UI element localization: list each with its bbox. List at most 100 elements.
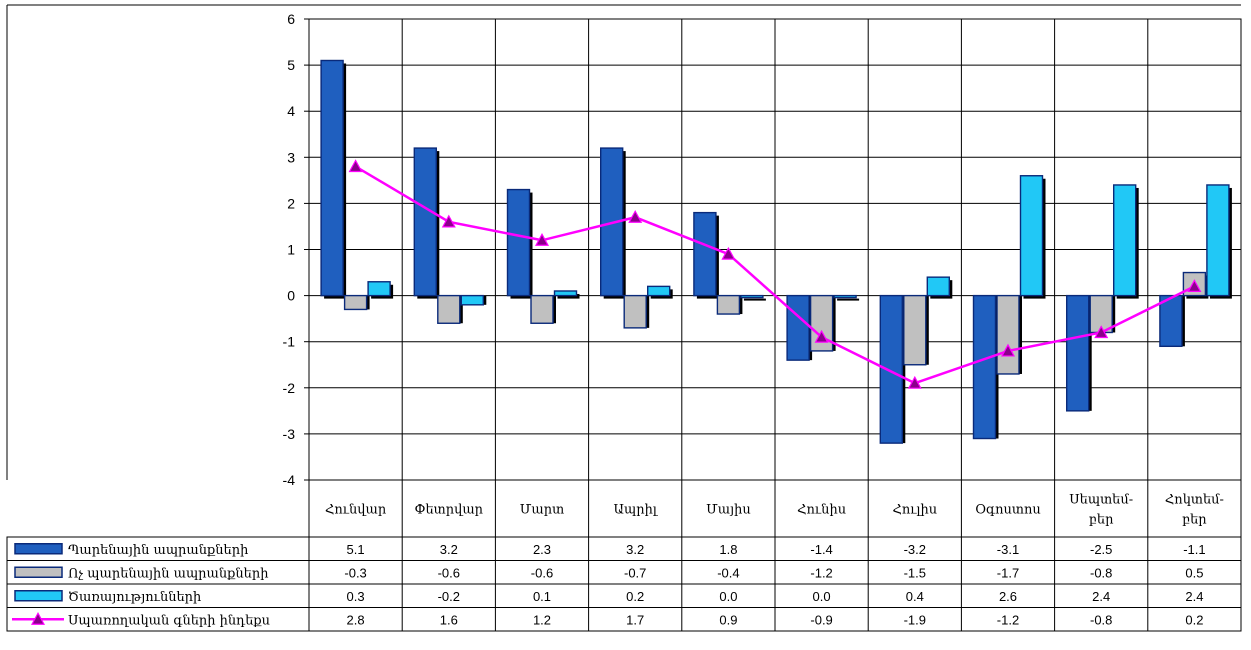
bar-3 — [647, 285, 671, 297]
series-name: Ծառայությունների — [68, 590, 201, 605]
table-cell: 0.0 — [719, 589, 737, 604]
legend-key-3 — [14, 590, 63, 602]
table-cell: 0.9 — [719, 612, 737, 627]
table-cell: 0.2 — [626, 589, 644, 604]
bar-1 — [786, 294, 810, 361]
bar-1 — [879, 294, 903, 444]
table-cell: 2.4 — [1185, 589, 1203, 604]
table-cell: -1.4 — [810, 542, 832, 557]
table-cell: -0.4 — [717, 565, 739, 580]
bar-1 — [693, 211, 717, 297]
category-label: բեր — [1182, 513, 1207, 528]
table-cell: -1.7 — [997, 565, 1019, 580]
table-cell: -1.2 — [810, 565, 832, 580]
bar-shadow — [743, 298, 766, 301]
table-cell: -0.7 — [624, 565, 646, 580]
table-cell: 3.2 — [440, 542, 458, 557]
table-cell: 0.4 — [906, 589, 924, 604]
table-cell: 2.6 — [999, 589, 1017, 604]
table-cell: 1.6 — [440, 612, 458, 627]
y-tick-label: 2 — [287, 195, 295, 211]
category-label: Հուլիս — [892, 503, 937, 518]
table-cell: 2.4 — [1092, 589, 1110, 604]
bar-2 — [996, 294, 1020, 375]
series-name: Ոչ պարենային ապրանքների — [68, 566, 268, 581]
y-tick-label: 6 — [287, 11, 295, 27]
cpi-marker — [907, 375, 922, 389]
cpi-marker — [348, 159, 363, 173]
table-cell: -0.2 — [438, 589, 460, 604]
bar-2 — [623, 294, 647, 329]
bar-3 — [740, 294, 764, 299]
legend-key-1 — [14, 543, 63, 555]
table-cell: -1.1 — [1183, 542, 1205, 557]
table-cell: -0.3 — [344, 565, 366, 580]
cpi-marker — [441, 214, 456, 228]
bar-3 — [460, 294, 484, 306]
category-label: Մայիս — [706, 503, 751, 518]
y-tick-label: 3 — [287, 149, 295, 165]
category-label: բեր — [1089, 513, 1114, 528]
table-cell: 0.3 — [347, 589, 365, 604]
category-label: Ապրիլ — [614, 503, 659, 518]
y-tick-label: -3 — [283, 426, 296, 442]
bar-1 — [972, 294, 997, 440]
bar-3 — [926, 276, 950, 297]
cpi-marker — [534, 233, 550, 246]
table-cell: 3.2 — [626, 542, 644, 557]
bar-1 — [1159, 294, 1183, 348]
bar-2 — [530, 294, 554, 324]
series-name: Սպառողական գների ինդեքս — [68, 613, 270, 628]
table-cell: 5.1 — [347, 542, 365, 557]
table-cell: -1.2 — [997, 612, 1019, 627]
bar-3 — [1112, 184, 1137, 297]
category-label: Մարտ — [520, 503, 564, 518]
table-cell: 2.8 — [347, 612, 365, 627]
bars-layer — [320, 59, 1232, 444]
bar-1 — [506, 188, 531, 297]
y-tick-label: 0 — [287, 288, 295, 304]
category-label: Հոկտեմ- — [1165, 493, 1224, 508]
table-cell: 1.8 — [719, 542, 737, 557]
y-tick-label: -1 — [283, 334, 296, 350]
table-cell: -0.6 — [531, 565, 553, 580]
bar-3 — [1206, 184, 1230, 297]
cpi-marker — [1094, 325, 1109, 339]
bar-1 — [320, 59, 344, 297]
table-cell: 0.2 — [1185, 612, 1203, 627]
cpi-marker — [721, 246, 736, 260]
table-cell: 1.2 — [533, 612, 551, 627]
table-cell: -0.6 — [438, 565, 460, 580]
bar-3 — [553, 290, 578, 297]
category-label: Փետրվար — [415, 503, 484, 518]
table-cell: -3.1 — [997, 542, 1019, 557]
bar-2 — [903, 294, 927, 366]
y-tick-label: -2 — [283, 380, 296, 396]
bar-3 — [1019, 175, 1044, 297]
category-label: Հունիս — [797, 503, 846, 518]
bar-3 — [833, 294, 857, 299]
bar-2 — [343, 294, 368, 311]
y-tick-label: 1 — [287, 242, 295, 258]
bar-1 — [413, 147, 437, 297]
table-cell: -1.9 — [904, 612, 926, 627]
y-tick-label: 5 — [287, 57, 295, 73]
legend-key-2 — [14, 566, 63, 578]
bar-2 — [716, 294, 741, 315]
cpi-marker — [1000, 343, 1016, 357]
table-cell: -0.8 — [1090, 565, 1112, 580]
table-cell: 2.3 — [533, 542, 551, 557]
legend-key-marker — [30, 611, 46, 625]
table-cell: 0.1 — [533, 589, 551, 604]
category-label: Հունվար — [325, 503, 387, 518]
table-cell: -2.5 — [1090, 542, 1112, 557]
table-cell: -0.8 — [1090, 612, 1112, 627]
bar-3 — [367, 281, 391, 297]
cpi-marker — [1187, 279, 1202, 292]
cpi-marker — [628, 209, 643, 223]
bar-shadow — [837, 298, 860, 301]
table-cell: -3.2 — [904, 542, 926, 557]
series-name: Պարենային ապրանքների — [68, 543, 248, 558]
category-label: Օգոստոս — [975, 503, 1041, 518]
